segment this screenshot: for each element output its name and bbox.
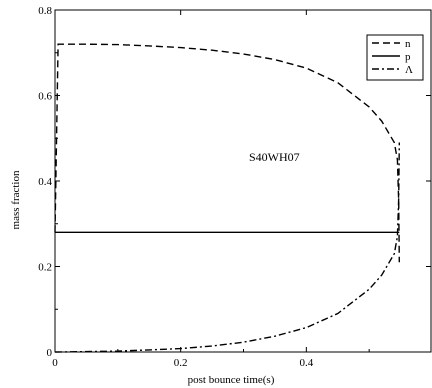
y-tick-label: 0.8: [38, 5, 52, 17]
x-tick-label: 0.4: [299, 357, 313, 369]
x-axis-title: post bounce time(s): [188, 374, 275, 386]
legend-label: n: [405, 38, 411, 50]
y-tick-label: 0.2: [38, 262, 52, 274]
chart-annotation: S40WH07: [249, 150, 300, 164]
series-layer: [54, 43, 400, 353]
legend-box: [366, 34, 424, 81]
legend: npΛ: [366, 34, 424, 81]
legend-label: Λ: [405, 64, 413, 76]
axis-layer: 0 0.2 0.4 0 0.2 0.4 0.6 0.8: [38, 5, 431, 369]
series-line-dashdot: [55, 142, 400, 353]
series-line-dashed: [54, 43, 400, 263]
y-axis-title: mass fraction: [10, 170, 22, 229]
legend-label: p: [405, 51, 411, 63]
y-tick-label: 0.6: [38, 91, 52, 103]
x-tick-label: 0: [52, 357, 58, 369]
x-tick-label: 0.2: [174, 357, 188, 369]
y-tick-label: 0: [47, 347, 53, 359]
y-tick-label: 0.4: [38, 176, 52, 188]
